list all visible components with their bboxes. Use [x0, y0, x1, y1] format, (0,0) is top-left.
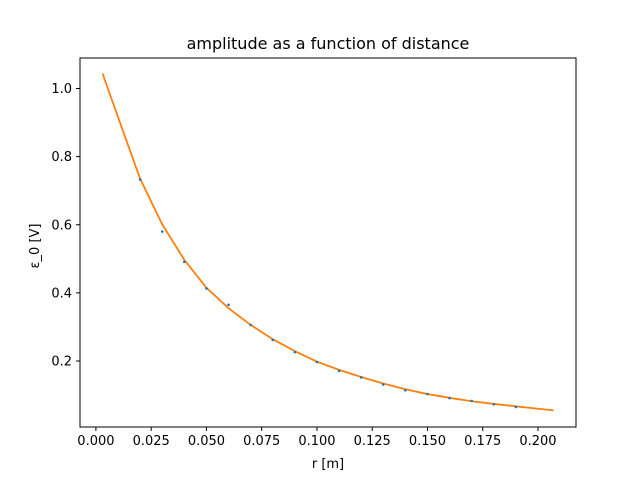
data-point [249, 323, 252, 327]
x-tick-label: 0.000 [77, 434, 114, 449]
data-point [514, 405, 518, 409]
x-tick-label: 0.125 [354, 434, 391, 449]
y-tick-label: 0.4 [51, 286, 72, 301]
data-point [205, 287, 208, 290]
x-axis-title: r [m] [312, 457, 344, 472]
data-point [426, 392, 429, 396]
y-tick-label: 0.2 [51, 355, 72, 370]
y-axis-title: ε_0 [V] [28, 224, 43, 269]
data-point [315, 360, 319, 364]
data-point [293, 350, 297, 354]
x-tick-label: 0.025 [133, 434, 170, 449]
x-tick-label: 0.175 [464, 434, 501, 449]
data-point [227, 303, 230, 307]
data-point [492, 402, 496, 406]
plot-area: 0.000 0.025 0.050 0.075 0.100 0.125 0.150 0.175… [51, 57, 577, 449]
data-point [448, 396, 451, 400]
fit-curve-line [101, 73, 554, 412]
x-tick-label: 0.100 [298, 434, 335, 449]
data-point [337, 369, 341, 373]
data-point [381, 383, 385, 386]
x-tick-label: 0.150 [409, 434, 446, 449]
y-tick-label: 0.6 [51, 218, 72, 233]
data-point [404, 389, 407, 392]
y-tick-label: 0.8 [51, 150, 72, 165]
data-point [359, 376, 363, 379]
y-tick-label: 1.0 [51, 82, 72, 97]
x-tick-label: 0.050 [188, 434, 225, 449]
plot-frame [79, 57, 577, 428]
data-point [138, 178, 142, 181]
data-point [160, 230, 164, 233]
x-tick-label: 0.200 [519, 434, 556, 449]
chart-title: amplitude as a function of distance [187, 34, 470, 53]
x-tick-label: 0.075 [243, 434, 280, 449]
data-point [183, 260, 186, 264]
data-point [470, 399, 473, 403]
data-point [271, 338, 275, 342]
